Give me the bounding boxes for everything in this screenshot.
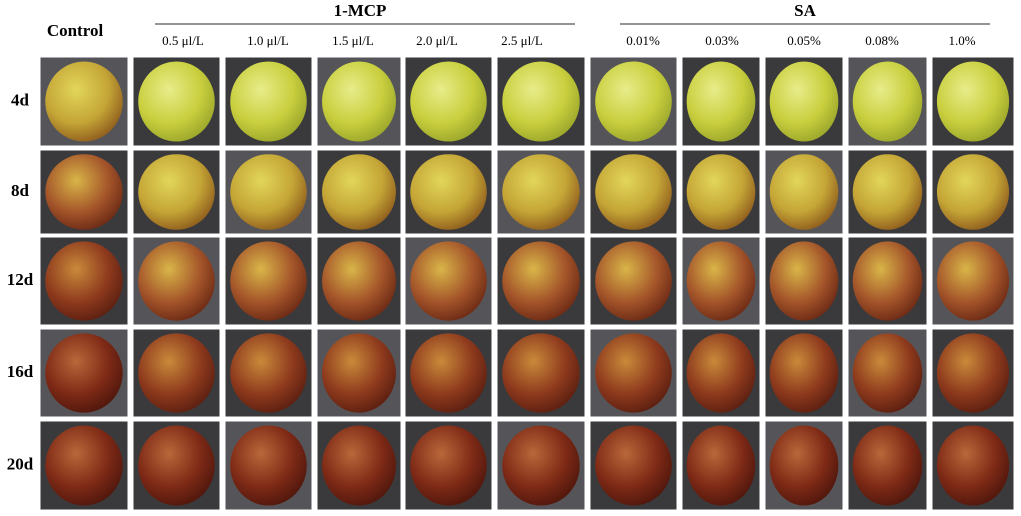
fruit: [936, 333, 1010, 413]
fruit: [502, 61, 580, 142]
fruit: [595, 241, 672, 321]
fruit: [936, 425, 1010, 506]
fruit: [936, 154, 1010, 230]
fruit: [502, 154, 580, 230]
fruit: [502, 425, 580, 506]
fruit: [322, 333, 396, 413]
fruit: [45, 154, 123, 230]
fruit: [686, 241, 756, 321]
photo-grid: [39, 56, 1015, 511]
fruit: [45, 333, 123, 413]
row-label: 8d: [11, 181, 30, 200]
fruit: [138, 154, 215, 230]
fruit: [138, 61, 215, 142]
fruit: [852, 425, 923, 506]
fruit: [769, 61, 839, 142]
column-label: 0.05%: [787, 33, 821, 48]
column-label: 0.08%: [865, 33, 899, 48]
fruit: [686, 425, 756, 506]
group-title: SA: [794, 1, 816, 20]
fruit: [230, 154, 307, 230]
fruit: [410, 425, 487, 506]
fruit: [410, 154, 487, 230]
fruit: [502, 333, 580, 413]
fruit: [595, 425, 672, 506]
fruit: [410, 61, 487, 142]
fruit: [686, 61, 756, 142]
column-label: 0.5 μl/L: [162, 33, 204, 48]
fruit: [230, 333, 307, 413]
fruit: [322, 61, 396, 142]
fruit: [138, 425, 215, 506]
fruit: [230, 425, 307, 506]
row-label: 4d: [11, 90, 30, 109]
fruit: [410, 333, 487, 413]
fruit: [769, 425, 839, 506]
fruit: [502, 241, 580, 321]
fruit: [852, 61, 923, 142]
fruit: [936, 61, 1010, 142]
fruit: [138, 333, 215, 413]
fruit: [595, 154, 672, 230]
fruit: [852, 333, 923, 413]
fruit: [769, 333, 839, 413]
fruit: [230, 241, 307, 321]
column-label: 2.5 μl/L: [501, 33, 543, 48]
control-label: Control: [47, 21, 104, 40]
fruit: [410, 241, 487, 321]
fruit: [852, 241, 923, 321]
fruit: [138, 241, 215, 321]
fruit: [769, 241, 839, 321]
fruit: [45, 241, 123, 321]
fruit: [322, 154, 396, 230]
column-label: 1.0%: [948, 33, 975, 48]
column-label: 0.01%: [626, 33, 660, 48]
fruit: [322, 425, 396, 506]
column-label: 1.5 μl/L: [332, 33, 374, 48]
row-label: 12d: [7, 270, 34, 289]
group-title: 1-MCP: [334, 1, 387, 20]
column-label: 2.0 μl/L: [416, 33, 458, 48]
fruit: [322, 241, 396, 321]
fruit: [45, 425, 123, 506]
fruit: [686, 154, 756, 230]
fruit: [595, 61, 672, 142]
fruit: [936, 241, 1010, 321]
row-label: 16d: [7, 362, 34, 381]
fruit: [595, 333, 672, 413]
fruit: [230, 61, 307, 142]
fruit: [769, 154, 839, 230]
column-label: 1.0 μl/L: [247, 33, 289, 48]
fruit: [852, 154, 923, 230]
row-label: 20d: [7, 454, 34, 473]
fruit: [45, 61, 123, 142]
column-label: 0.03%: [705, 33, 739, 48]
fruit: [686, 333, 756, 413]
